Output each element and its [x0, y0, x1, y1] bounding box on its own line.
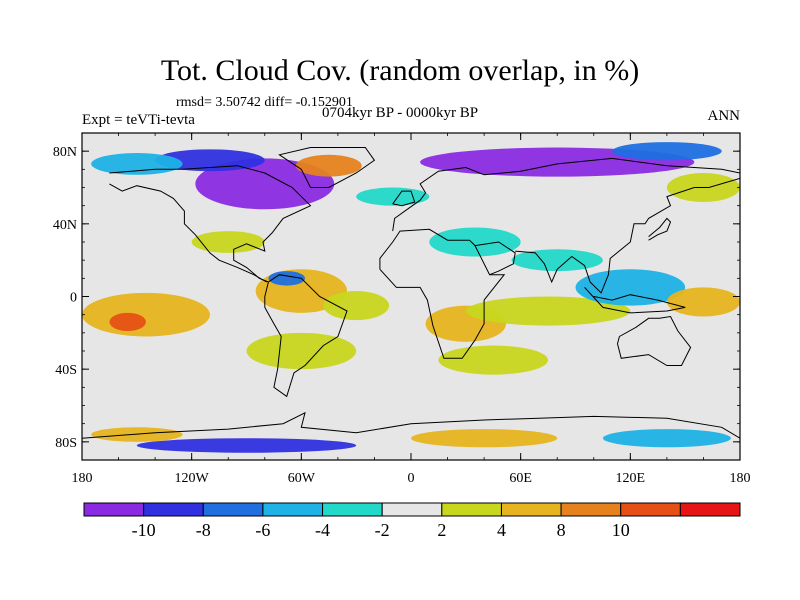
colorbar-swatch-10: [679, 502, 741, 517]
lon-tick-label-6: 180: [730, 471, 751, 486]
coastline-12: [648, 217, 672, 241]
colorbar-label-0: -10: [132, 520, 156, 540]
coastlines: [82, 147, 740, 439]
coastline-2: [264, 274, 348, 398]
lon-tick-label-2: 60W: [288, 471, 316, 486]
anomaly-region-19: [136, 438, 357, 453]
anomaly-region-15: [666, 287, 740, 317]
anomaly-region-18: [438, 345, 549, 375]
anomaly-region-5: [91, 152, 183, 175]
anomaly-region-17: [246, 332, 357, 370]
coastline-5: [379, 228, 506, 359]
anomaly-layer: [82, 142, 740, 453]
colorbar-swatch-6: [441, 502, 502, 517]
anomaly-region-25: [191, 231, 265, 253]
coastline-11: [392, 190, 416, 207]
colorbar-label-5: 2: [437, 520, 446, 540]
colorbar-label-7: 8: [557, 520, 566, 540]
lon-tick-label-1: 120W: [175, 471, 210, 486]
statistics-label: rmsd= 3.50742 diff= -0.152901: [176, 95, 353, 110]
lat-tick-label-2: 0: [70, 291, 77, 306]
colorbar-swatch-0: [83, 502, 145, 517]
anomaly-region-12: [465, 296, 631, 326]
lon-tick-label-0: 180: [72, 471, 93, 486]
anomaly-region-4: [612, 142, 722, 161]
colorbar-swatch-7: [500, 502, 562, 517]
colorbar-label-6: 4: [497, 520, 506, 540]
anomaly-region-10: [323, 291, 390, 321]
coastline-1: [109, 183, 267, 283]
coastline-8: [616, 315, 692, 366]
coastline-7: [515, 177, 740, 294]
lat-tick-label-3: 40S: [55, 363, 77, 378]
longitude-axis: 180 120W 60W 0 60E 120E 180: [72, 133, 751, 486]
anomaly-region-16: [511, 249, 603, 272]
colorbar-swatch-8: [560, 502, 622, 517]
lon-tick-label-5: 120E: [616, 471, 646, 486]
lat-tick-label-1: 40N: [53, 218, 77, 233]
lon-tick-label-3: 0: [408, 471, 415, 486]
colorbar-label-8: 10: [612, 520, 630, 540]
lat-tick-label-4: 80S: [55, 436, 77, 451]
anomaly-region-24: [356, 187, 430, 206]
colorbar-label-3: -4: [315, 520, 330, 540]
colorbar-swatch-5: [381, 502, 443, 517]
colorbar-swatch-9: [620, 502, 681, 517]
lon-tick-label-4: 60E: [509, 471, 532, 486]
coastline-6: [474, 241, 516, 276]
colorbar-label-1: -8: [196, 520, 211, 540]
latitude-axis: 80N 40N 0 40S 80S: [53, 132, 740, 461]
anomaly-region-13: [429, 227, 521, 257]
plot-title: Tot. Cloud Cov. (random overlap, in %): [160, 54, 640, 87]
anomaly-region-20: [411, 429, 558, 448]
colorbar: -10 -8 -6 -4 -2 2 4 8 10: [83, 502, 741, 540]
coastline-9: [584, 287, 686, 314]
anomaly-region-7: [109, 312, 146, 332]
anomaly-region-0: [195, 158, 335, 210]
coastline-10: [82, 411, 740, 439]
anomaly-region-9: [268, 271, 305, 286]
anomaly-region-21: [602, 429, 731, 448]
anomaly-region-2: [295, 154, 362, 177]
colorbar-swatch-1: [143, 502, 204, 517]
colorbar-label-2: -6: [255, 520, 270, 540]
colorbar-swatch-3: [262, 502, 324, 517]
colorbar-swatch-4: [322, 502, 383, 517]
season-label: ANN: [707, 108, 741, 124]
coastline-4: [392, 157, 740, 232]
period-label: 0704kyr BP - 0000kyr BP: [321, 105, 479, 121]
lat-tick-label-0: 80N: [53, 145, 77, 160]
anomaly-region-14: [575, 269, 686, 306]
coastline-0: [109, 165, 312, 283]
coastline-3: [278, 147, 376, 188]
colorbar-label-4: -2: [375, 520, 390, 540]
colorbar-swatch-2: [202, 502, 264, 517]
experiment-label: Expt = teVTi-tevta: [82, 112, 195, 128]
anomaly-region-6: [82, 292, 210, 337]
